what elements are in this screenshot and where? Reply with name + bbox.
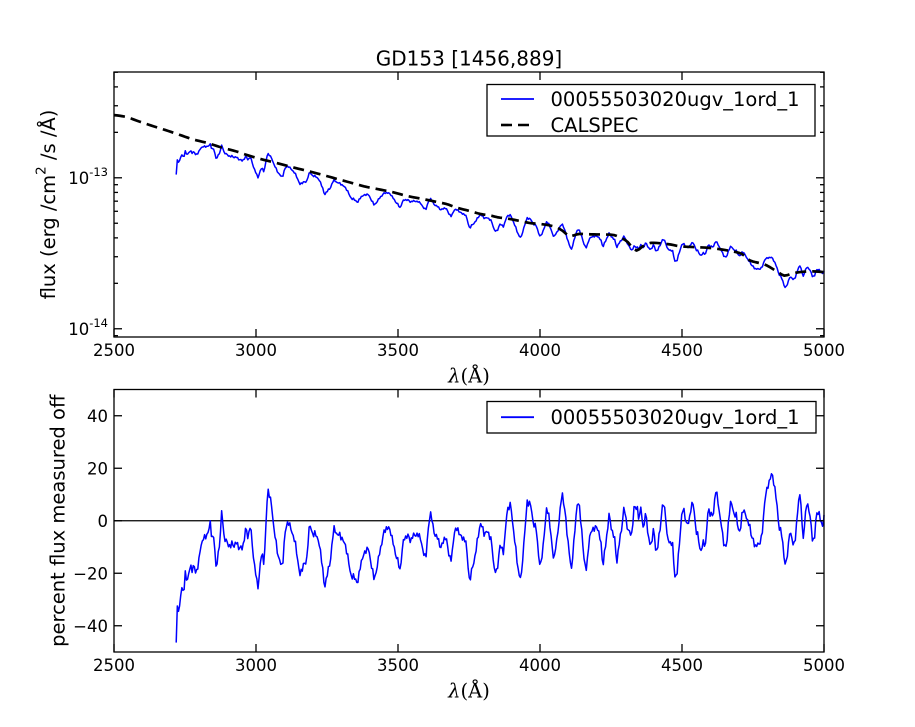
- plot-title: GD153 [1456,889]: [376, 47, 562, 71]
- x-tick-label: 2500: [93, 341, 135, 360]
- x-tick-label: 4000: [519, 656, 561, 675]
- y-tick-label: 20: [87, 459, 108, 478]
- y-axis-label: percent flux measured off: [47, 394, 70, 647]
- x-axis-label: λ(Å): [447, 678, 490, 703]
- x-axis-label: λ(Å): [447, 363, 490, 388]
- legend-label: 00055503020ugv_1ord_1: [551, 406, 800, 429]
- axes-frame: [113, 71, 825, 338]
- y-tick-label: 10-13: [68, 165, 108, 188]
- x-tick-label: 5000: [803, 656, 845, 675]
- y-tick-label: −20: [73, 564, 108, 583]
- flux-plot: 2500 3000 3500 4000 4500 5000 10-13 10-14 λ(Å) fl…: [34, 71, 845, 388]
- x-tick-label: 2500: [93, 656, 135, 675]
- legend-box: [486, 83, 816, 137]
- y-tick-label: 10-14: [68, 316, 108, 339]
- x-tick-label: 4000: [519, 341, 561, 360]
- y-tick-label: 0: [98, 512, 109, 531]
- y-axis-label: flux (erg /cm2 /s /Å): [34, 110, 61, 300]
- x-tick-label: 3500: [377, 656, 419, 675]
- x-tick-label: 5000: [803, 341, 845, 360]
- series-calspec: [113, 113, 825, 277]
- y-tick-label: 40: [87, 407, 108, 426]
- legend-label: 00055503020ugv_1ord_1: [551, 88, 800, 111]
- legend-label: CALSPEC: [551, 114, 639, 137]
- legend-box: [486, 400, 817, 434]
- percent-offset-plot: 2500 3000 3500 4000 4500 5000 −40 −20 0 20 40 λ(Å) p…: [47, 388, 845, 703]
- x-tick-label: 4500: [661, 341, 703, 360]
- series-00055503020ugv-1ord-1: [175, 473, 825, 643]
- x-tick-label: 3000: [235, 341, 277, 360]
- y-tick-label: −40: [73, 617, 108, 636]
- x-tick-label: 3500: [377, 341, 419, 360]
- x-tick-label: 3000: [235, 656, 277, 675]
- series-00055503020ugv-1ord-1: [175, 143, 825, 289]
- x-tick-label: 4500: [661, 656, 703, 675]
